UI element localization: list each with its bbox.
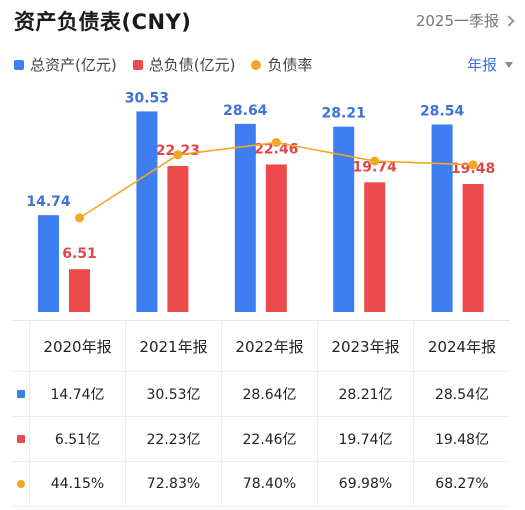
table-cell: 6.51亿 bbox=[30, 417, 126, 461]
data-label-assets: 28.21 bbox=[322, 106, 366, 122]
table-header-cell: 2023年报 bbox=[318, 321, 414, 371]
caret-down-icon[interactable] bbox=[505, 61, 513, 68]
bar-assets bbox=[234, 123, 256, 312]
bar-liabilities bbox=[364, 182, 386, 312]
row-marker-square bbox=[16, 390, 25, 398]
table-cell: 19.74亿 bbox=[318, 417, 414, 461]
table-cell: 14.74亿 bbox=[30, 372, 126, 416]
table-row-assets: 14.74亿 30.53亿 28.64亿 28.21亿 28.54亿 bbox=[12, 372, 510, 417]
ratio-point bbox=[75, 213, 84, 223]
report-period-value[interactable]: 年报 bbox=[466, 56, 497, 74]
data-label-liabilities: 19.74 bbox=[353, 159, 398, 175]
bar-assets bbox=[333, 126, 355, 312]
data-label-assets: 30.53 bbox=[125, 90, 169, 106]
table-cell: 69.98% bbox=[318, 462, 414, 506]
bar-liabilities bbox=[265, 164, 287, 312]
table-cell: 28.64亿 bbox=[222, 372, 318, 416]
table-cell: 78.40% bbox=[222, 462, 318, 506]
table-cell: 28.21亿 bbox=[318, 372, 414, 416]
data-label-assets: 14.74 bbox=[26, 194, 71, 210]
table-cell: 19.48亿 bbox=[434, 432, 490, 448]
legend-swatch-liabilities bbox=[132, 59, 143, 70]
legend-item-assets[interactable]: 总资产(亿元) bbox=[14, 54, 117, 75]
bar-assets bbox=[38, 215, 59, 312]
data-table: 2020年报 2021年报 2022年报 2023年报 2024年报 14.74… bbox=[12, 320, 510, 507]
bar-assets bbox=[431, 124, 453, 312]
chart-title: 资产负债表(CNY) bbox=[14, 10, 192, 34]
table-cell: 44.15% bbox=[30, 462, 126, 506]
data-label-liabilities: 22.46 bbox=[254, 141, 298, 157]
table-header-cell: 2024年报 bbox=[427, 337, 497, 356]
table-cell: 72.83% bbox=[126, 462, 222, 506]
ratio-point bbox=[468, 160, 478, 170]
ratio-point bbox=[271, 138, 281, 148]
balance-sheet-chart: 14.746.5130.5322.2328.6422.4628.2119.742… bbox=[26, 90, 495, 312]
table-header-cell: 2020年报 bbox=[30, 321, 126, 371]
legend-swatch-assets bbox=[14, 59, 24, 70]
legend-label-liabilities: 总负债(亿元) bbox=[148, 56, 236, 74]
row-marker-square bbox=[16, 435, 25, 443]
bar-liabilities bbox=[69, 269, 90, 312]
table-row-ratio: 44.15% 72.83% 78.40% 69.98% 68.27% bbox=[12, 462, 510, 507]
period-link[interactable]: 2025一季报 bbox=[415, 10, 515, 31]
table-row-liabilities: 6.51亿 22.23亿 22.46亿 19.74亿 19.48亿 bbox=[12, 417, 510, 462]
legend-swatch-ratio bbox=[251, 59, 262, 70]
table-header-cell: 2022年报 bbox=[222, 321, 318, 371]
table-header-row: 2020年报 2021年报 2022年报 2023年报 2024年报 bbox=[12, 321, 510, 372]
legend-item-ratio[interactable]: 负债率 bbox=[251, 54, 312, 75]
bar-liabilities bbox=[167, 165, 189, 312]
legend-label-ratio: 负债率 bbox=[267, 56, 313, 74]
data-label-assets: 28.64 bbox=[223, 103, 268, 119]
chart-legend: 总资产(亿元) 总负债(亿元) 负债率 bbox=[14, 54, 328, 75]
table-cell: 30.53亿 bbox=[126, 372, 222, 416]
data-label-liabilities: 6.51 bbox=[62, 246, 97, 262]
row-marker-ratio bbox=[12, 462, 30, 506]
table-cell: 22.46亿 bbox=[222, 417, 318, 461]
period-link-label[interactable]: 2025一季报 bbox=[415, 12, 499, 30]
ratio-point bbox=[173, 150, 183, 160]
table-cell: 68.27% bbox=[435, 476, 489, 492]
bar-liabilities bbox=[462, 184, 484, 312]
row-marker-assets bbox=[12, 372, 30, 416]
bar-assets bbox=[136, 111, 158, 312]
report-period-dropdown[interactable]: 年报 bbox=[467, 54, 513, 75]
ratio-point bbox=[370, 156, 380, 166]
row-marker-dot bbox=[16, 480, 25, 488]
table-cell: 28.54亿 bbox=[434, 387, 490, 403]
chart-header: 资产负债表(CNY) 2025一季报 bbox=[14, 6, 515, 36]
legend-label-assets: 总资产(亿元) bbox=[30, 56, 117, 74]
table-header-cell: 2021年报 bbox=[126, 321, 222, 371]
table-cell: 22.23亿 bbox=[126, 417, 222, 461]
data-label-assets: 28.54 bbox=[420, 103, 465, 119]
legend-item-liabilities[interactable]: 总负债(亿元) bbox=[132, 54, 236, 75]
table-header-corner bbox=[12, 321, 30, 371]
row-marker-liabilities bbox=[12, 417, 30, 461]
